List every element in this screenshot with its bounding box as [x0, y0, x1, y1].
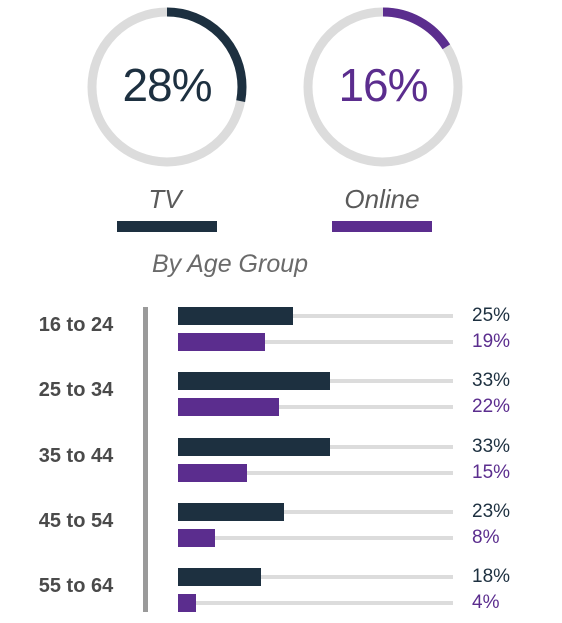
age-group-label-16-to-24: 16 to 24	[38, 314, 114, 336]
value-label-online-35-to-44: 15%	[472, 461, 511, 483]
bar-tv-45-to-54	[178, 502, 284, 521]
value-label-online-45-to-54: 8%	[472, 526, 500, 548]
value-label-tv-45-to-54: 23%	[472, 500, 511, 522]
age-group-label-45-to-54: 45 to 54	[38, 509, 114, 532]
bar-tv-25-to-34	[178, 372, 330, 391]
bar-track-online-55-to-64	[178, 601, 453, 606]
online-swatch	[332, 221, 432, 232]
bar-tv-16-to-24	[178, 307, 293, 325]
online-donut	[303, 7, 463, 167]
tv-percentage: 28%	[122, 59, 212, 111]
chart-subtitle: By Age Group	[151, 250, 309, 278]
online-donut-arc	[303, 7, 463, 167]
bar-online-25-to-34	[178, 398, 280, 417]
value-label-tv-16-to-24: 25%	[472, 305, 511, 326]
bar-track-online-16-to-24	[178, 340, 453, 344]
bar-online-45-to-54	[178, 528, 215, 547]
bar-track-tv-16-to-24	[178, 314, 453, 318]
bar-online-35-to-44	[178, 463, 247, 482]
tv-donut	[87, 7, 247, 167]
value-label-online-25-to-34: 22%	[472, 396, 511, 418]
value-label-online-55-to-64: 4%	[472, 592, 500, 614]
bar-online-55-to-64	[178, 594, 197, 613]
value-label-tv-25-to-34: 33%	[472, 370, 511, 392]
bar-track-tv-45-to-54	[178, 509, 453, 514]
value-label-online-16-to-24: 19%	[472, 331, 511, 352]
bar-track-online-25-to-34	[178, 405, 453, 410]
bar-track-tv-55-to-64	[178, 575, 453, 580]
age-group-label-55-to-64: 55 to 64	[38, 575, 114, 598]
bar-tv-55-to-64	[178, 568, 261, 587]
tv-category-label: TV	[148, 184, 182, 214]
tv-donut-arc	[87, 7, 247, 167]
age-group-label-35-to-44: 35 to 44	[38, 444, 114, 467]
bar-track-online-45-to-54	[178, 535, 453, 540]
bar-online-16-to-24	[178, 333, 266, 351]
online-category-label: Online	[344, 184, 420, 214]
age-group-label-25-to-34: 25 to 34	[38, 379, 114, 402]
bar-tv-35-to-44	[178, 437, 330, 456]
value-label-tv-35-to-44: 33%	[472, 435, 511, 457]
value-label-tv-55-to-64: 18%	[472, 566, 511, 588]
bar-track-online-35-to-44	[178, 470, 453, 475]
axis-line	[143, 307, 148, 612]
tv-swatch	[117, 221, 217, 232]
online-percentage: 16%	[338, 59, 428, 111]
